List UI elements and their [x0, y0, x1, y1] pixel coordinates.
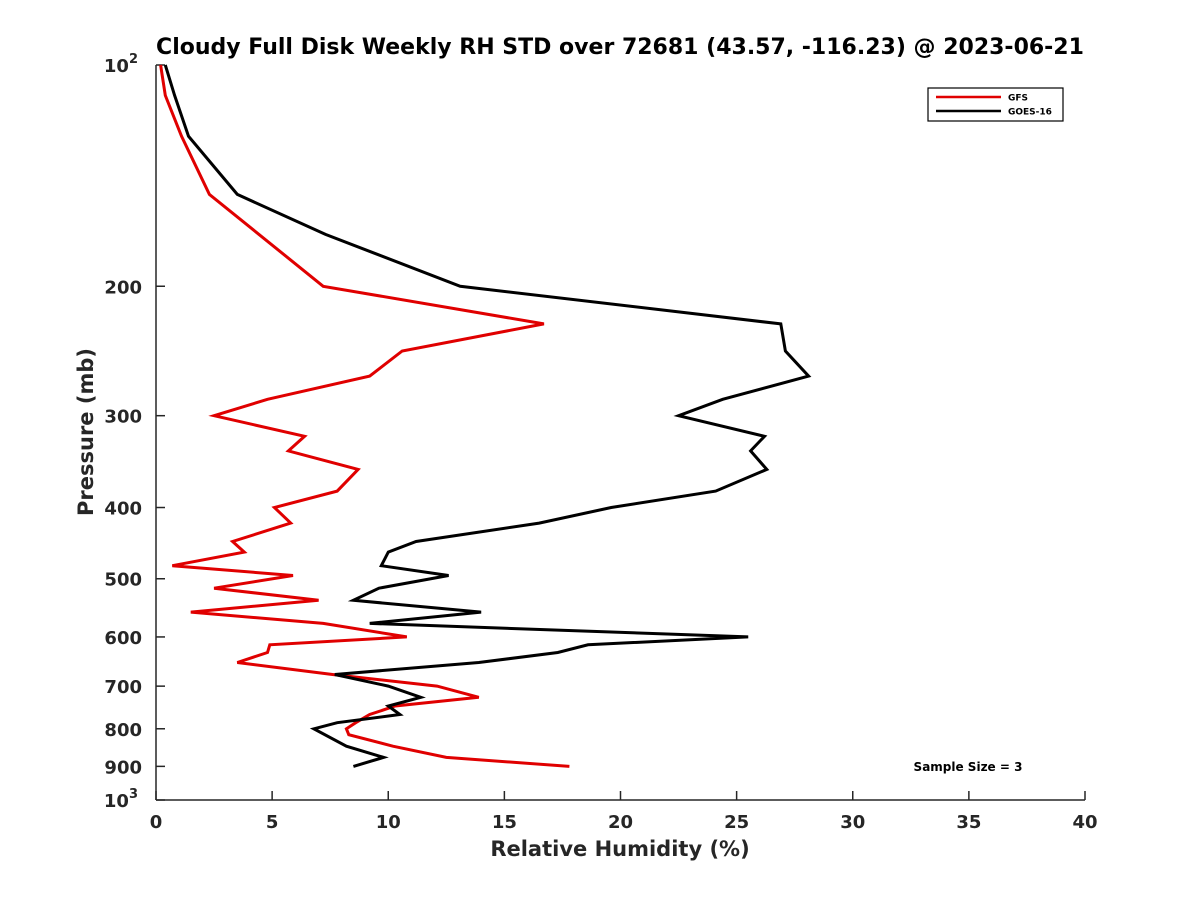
y-tick-label: 800 [104, 720, 142, 741]
y-tick-label: 300 [104, 407, 142, 428]
y-tick-exponent: 3 [129, 787, 138, 802]
y-tick-label: 400 [104, 499, 142, 520]
x-tick-label: 40 [1072, 812, 1097, 833]
y-tick-label: 103 [104, 787, 138, 812]
chart-title: Cloudy Full Disk Weekly RH STD over 7268… [156, 35, 1084, 60]
y-tick-base: 300 [104, 407, 142, 428]
x-tick-label: 15 [492, 812, 517, 833]
y-tick-base: 10 [104, 791, 129, 812]
y-tick-base: 700 [104, 677, 142, 698]
y-tick-base: 800 [104, 720, 142, 741]
x-axis-ticks: 0 5 10 15 20 25 30 35 40 [150, 791, 1098, 833]
x-tick-label: 0 [150, 812, 163, 833]
x-axis-label: Relative Humidity (%) [490, 837, 749, 861]
y-tick-label: 500 [104, 570, 142, 591]
sample-size-annotation: Sample Size = 3 [914, 760, 1023, 774]
y-tick-base: 900 [104, 757, 142, 778]
x-tick-label: 5 [266, 812, 279, 833]
series-lines [159, 64, 812, 768]
y-tick-base: 600 [104, 628, 142, 649]
y-tick-base: 10 [104, 56, 129, 77]
x-tick-label: 10 [376, 812, 401, 833]
series-line-gfs [159, 64, 570, 768]
y-axis-label: Pressure (mb) [74, 348, 98, 516]
y-tick-base: 200 [104, 277, 142, 298]
y-tick-base: 400 [104, 499, 142, 520]
legend-box [927, 87, 1064, 122]
y-tick-label: 200 [104, 277, 142, 298]
y-tick-label: 700 [104, 677, 142, 698]
x-tick-label: 20 [608, 812, 633, 833]
y-tick-exponent: 2 [129, 52, 138, 67]
plot-area [156, 65, 1085, 800]
y-tick-label: 600 [104, 628, 142, 649]
y-tick-label: 102 [104, 52, 138, 77]
y-tick-base: 500 [104, 570, 142, 591]
legend: GFS GOES-16 [927, 87, 1064, 122]
x-tick-label: 35 [956, 812, 981, 833]
legend-label-goes16: GOES-16 [1008, 108, 1052, 118]
y-tick-label: 900 [104, 757, 142, 778]
series-line-goes-16 [163, 64, 812, 768]
legend-label-gfs: GFS [1008, 94, 1028, 104]
x-tick-label: 30 [840, 812, 865, 833]
x-tick-label: 25 [724, 812, 749, 833]
